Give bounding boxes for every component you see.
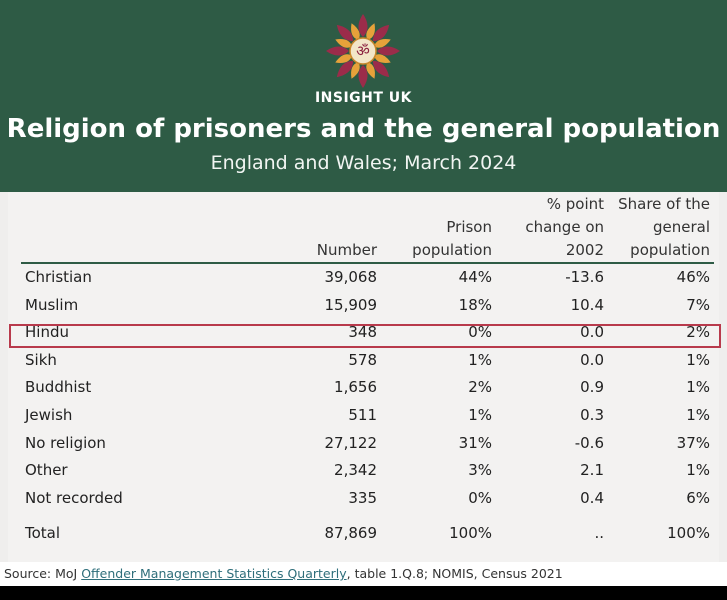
cell-number: 27,122: [324, 433, 378, 452]
bottom-bar: [0, 586, 727, 600]
cell-point-change: -0.6: [574, 433, 604, 452]
page-subtitle: England and Wales; March 2024: [210, 152, 517, 174]
column-header-general-share: Share of the general population: [618, 195, 710, 259]
cell-religion: Not recorded: [25, 488, 123, 507]
table-row: Jewish 511 1% 0.3 1%: [21, 402, 714, 430]
cell-general-share: 6%: [686, 488, 710, 507]
cell-number: 39,068: [324, 268, 378, 286]
cell-prison-population: 2%: [468, 378, 492, 397]
table-row: Christian 39,068 44% -13.6 46%: [21, 263, 714, 292]
brand-name: INSIGHT UK: [314, 90, 413, 106]
total-point-change: ..: [594, 524, 604, 543]
cell-prison-population: 0%: [468, 323, 492, 342]
cell-religion: Sikh: [25, 350, 57, 369]
cell-number: 2,342: [334, 461, 377, 480]
cell-number: 348: [348, 323, 377, 342]
total-label: Total: [25, 524, 61, 543]
cell-point-change: -13.6: [565, 268, 604, 286]
table-row: Buddhist 1,656 2% 0.9 1%: [21, 374, 714, 402]
cell-general-share: 1%: [686, 405, 710, 424]
cell-point-change: 0.3: [580, 405, 604, 424]
column-header-number: Number: [316, 241, 377, 259]
source-prefix: Source: MoJ: [4, 566, 82, 581]
table-row: Other 2,342 3% 2.1 1%: [21, 457, 714, 485]
cell-religion: Muslim: [25, 295, 79, 314]
cell-religion: Jewish: [25, 405, 73, 424]
table-sheet: Number Prison population % point change …: [8, 192, 721, 562]
cell-point-change: 0.4: [580, 488, 604, 507]
om-flower-logo-icon: ॐ: [326, 14, 400, 88]
cell-general-share: 1%: [686, 378, 710, 397]
cell-point-change: 10.4: [570, 295, 604, 314]
cell-number: 511: [348, 405, 377, 424]
cell-prison-population: 44%: [458, 268, 492, 286]
cell-point-change: 2.1: [580, 461, 604, 480]
cell-general-share: 46%: [676, 268, 710, 286]
table-row: Hindu 348 0% 0.0 2%: [21, 319, 714, 347]
religion-table: Number Prison population % point change …: [21, 192, 714, 554]
cell-number: 335: [348, 488, 377, 507]
cell-number: 578: [348, 350, 377, 369]
cell-prison-population: 0%: [468, 488, 492, 507]
column-header-prison-population: Prison population: [412, 218, 492, 259]
cell-prison-population: 18%: [458, 295, 492, 314]
source-link[interactable]: Offender Management Statistics Quarterly: [81, 566, 347, 581]
table-row: Not recorded 335 0% 0.4 6%: [21, 485, 714, 513]
total-general-share: 100%: [667, 524, 710, 543]
cell-general-share: 2%: [686, 323, 710, 342]
cell-general-share: 1%: [686, 350, 710, 369]
column-header-religion: [21, 192, 226, 263]
cell-general-share: 1%: [686, 461, 710, 480]
page-title: Religion of prisoners and the general po…: [6, 114, 721, 144]
cell-prison-population: 1%: [468, 350, 492, 369]
table-row: Muslim 15,909 18% 10.4 7%: [21, 292, 714, 320]
cell-prison-population: 1%: [468, 405, 492, 424]
header-banner: ॐ INSIGHT UK Religion of prisoners and t…: [0, 0, 727, 192]
source-note: Source: MoJ Offender Management Statisti…: [0, 562, 727, 586]
cell-religion: Hindu: [25, 323, 69, 342]
source-suffix: , table 1.Q.8; NOMIS, Census 2021: [346, 566, 563, 581]
table-row: No religion 27,122 31% -0.6 37%: [21, 430, 714, 458]
total-prison-population: 100%: [449, 524, 492, 543]
cell-point-change: 0.0: [580, 323, 604, 342]
total-row: Total 87,869 100% .. 100%: [21, 512, 714, 554]
cell-point-change: 0.9: [580, 378, 604, 397]
total-number: 87,869: [324, 524, 378, 543]
cell-number: 15,909: [324, 295, 378, 314]
svg-text:ॐ: ॐ: [356, 42, 370, 60]
table-header-row: Number Prison population % point change …: [21, 192, 714, 263]
cell-religion: Buddhist: [25, 378, 92, 397]
cell-prison-population: 3%: [468, 461, 492, 480]
table-row: Sikh 578 1% 0.0 1%: [21, 347, 714, 375]
cell-religion: No religion: [25, 433, 106, 452]
column-header-point-change: % point change on 2002: [525, 195, 604, 259]
cell-religion: Other: [25, 461, 68, 480]
cell-number: 1,656: [334, 378, 377, 397]
cell-religion: Christian: [25, 268, 92, 286]
cell-point-change: 0.0: [580, 350, 604, 369]
cell-prison-population: 31%: [458, 433, 492, 452]
cell-general-share: 7%: [686, 295, 710, 314]
cell-general-share: 37%: [676, 433, 710, 452]
